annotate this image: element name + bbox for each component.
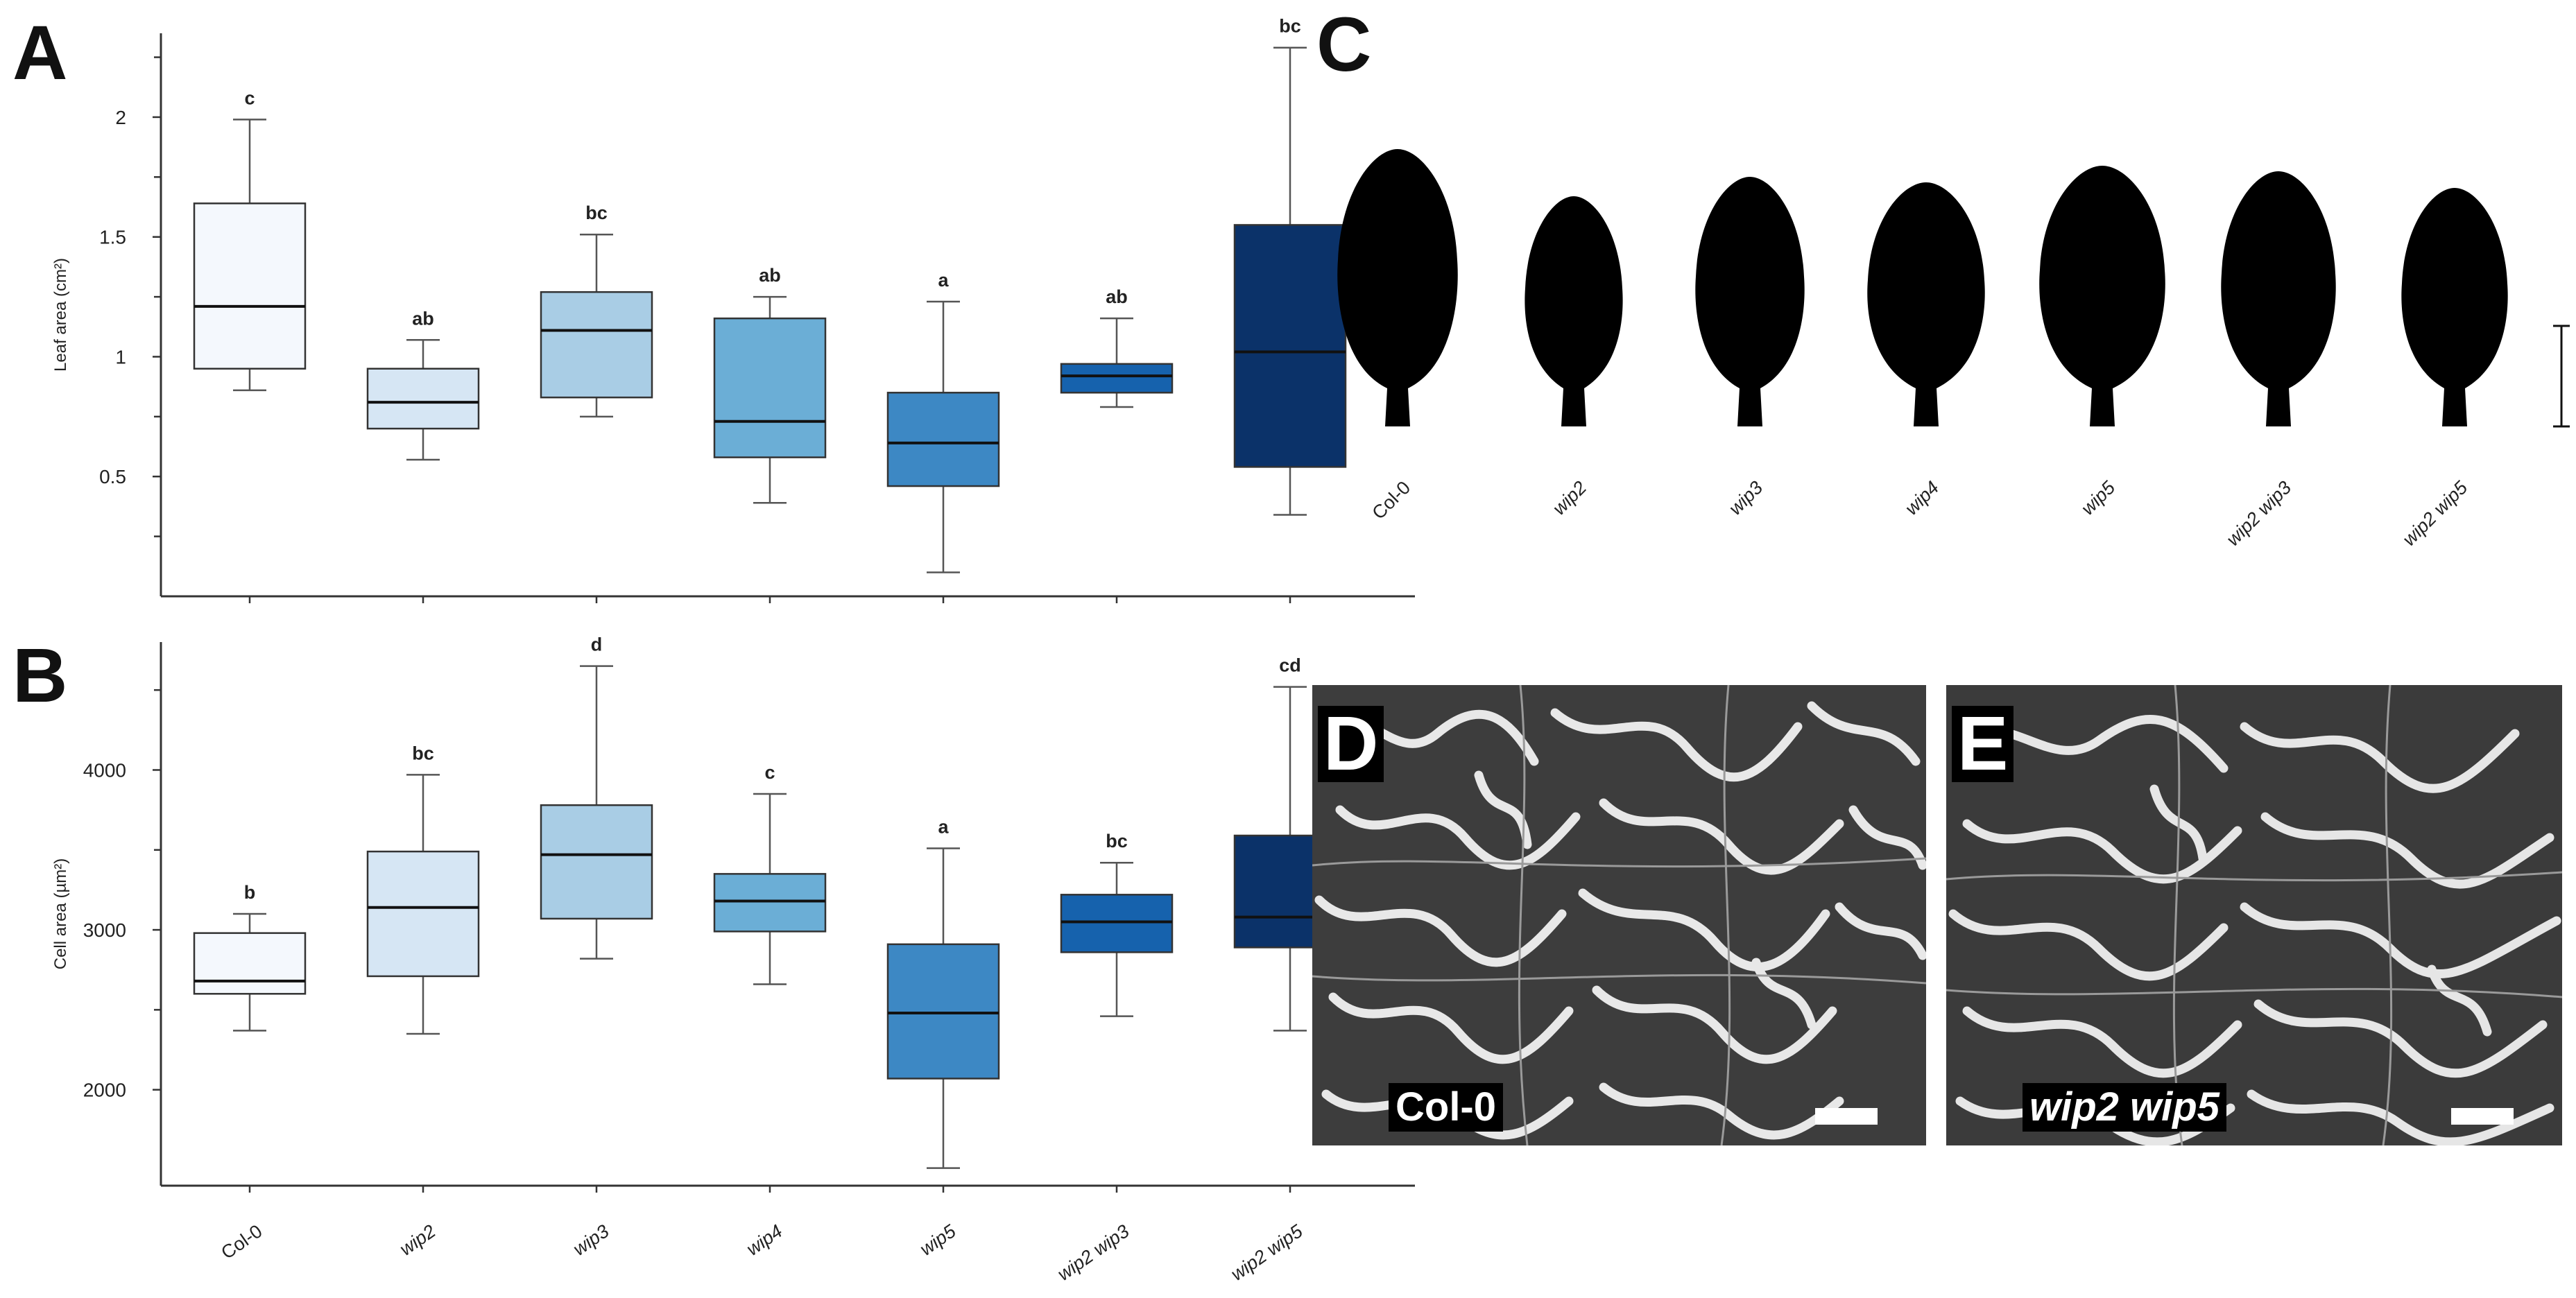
iqr-box xyxy=(713,873,827,933)
iqr-box xyxy=(1233,224,1347,468)
y-axis-title: Leaf area (cm²) xyxy=(51,258,70,372)
leaf-label: wip2 xyxy=(1549,477,1590,519)
y-tick-label: 2000 xyxy=(83,1080,126,1101)
box-Col-0: b xyxy=(193,882,307,1032)
iqr-box xyxy=(1060,363,1174,394)
leaf-scale-bar xyxy=(2553,324,2570,428)
panel-letter-a: A xyxy=(12,10,68,96)
box-wip2-wip3: ab xyxy=(1060,286,1174,408)
x-category-label: wip4 xyxy=(743,1220,787,1259)
leaf-label: wip5 xyxy=(2077,476,2120,519)
y-tick-label: 3000 xyxy=(83,919,126,941)
box-wip2: bc xyxy=(366,743,480,1035)
x-category-label: wip3 xyxy=(569,1220,613,1259)
y-tick-label: 1.5 xyxy=(99,227,126,248)
y-tick-label: 2 xyxy=(115,107,126,128)
leaf-Col-0: Col-0 xyxy=(1337,149,1458,523)
panel-letter-b: B xyxy=(12,633,68,718)
leaf-wip2-wip5: wip2 wip5 xyxy=(2398,188,2508,550)
significance-label: ab xyxy=(1106,286,1128,307)
x-category-label: Col-0 xyxy=(217,1220,266,1263)
leaf-label: Col-0 xyxy=(1368,477,1414,523)
box-Col-0: c xyxy=(193,87,307,392)
chart-b-cell-area: 2000 3000 4000 Cell area (µm²) b Col-0 bc wip2 d… xyxy=(51,634,1415,1285)
significance-label: cd xyxy=(1279,655,1301,676)
box-wip4: c xyxy=(713,762,827,985)
leaf-label: wip4 xyxy=(1901,477,1943,519)
leaf-wip3: wip3 xyxy=(1695,177,1805,519)
iqr-box xyxy=(193,932,307,995)
box-wip5: a xyxy=(886,270,1000,573)
box-wip3: d xyxy=(540,634,653,960)
significance-label: c xyxy=(244,87,255,108)
panel-letter-c: C xyxy=(1316,2,1372,87)
leaf-wip2-wip3: wip2 wip3 xyxy=(2221,171,2336,550)
leaf-silhouette xyxy=(2039,166,2165,426)
iqr-box xyxy=(366,850,480,978)
y-tick-label: 1 xyxy=(115,346,126,367)
x-category-label: wip5 xyxy=(916,1220,961,1260)
leaf-wip5: wip5 xyxy=(2039,166,2165,519)
leaf-silhouette xyxy=(2401,188,2508,426)
leaf-silhouettes: Col-0 wip2 wip3 wip4 wip5 wip2 wip3 wip2 wip5 xyxy=(1337,149,2570,550)
micrograph-d: D Col-0 xyxy=(1312,685,1926,1145)
significance-label: c xyxy=(764,762,775,783)
micrograph-e-caption: wip2 wip5 xyxy=(2023,1083,2226,1132)
leaf-silhouette xyxy=(2221,171,2336,426)
box-wip2-wip5: bc xyxy=(1233,16,1347,516)
leaf-silhouette xyxy=(1867,182,1985,426)
box-wip2: ab xyxy=(366,308,480,461)
significance-label: bc xyxy=(412,743,434,763)
leaf-label: wip3 xyxy=(1725,477,1767,519)
leaf-label: wip2 wip5 xyxy=(2398,476,2472,550)
micrograph-e-letter: E xyxy=(1952,706,2014,782)
iqr-box xyxy=(540,804,653,920)
chart-a-leaf-area: 0.5 1 1.5 2 Leaf area (cm²) c ab bc ab a ab bc xyxy=(51,16,1415,603)
cell-texture-e xyxy=(1946,685,2562,1145)
leaf-silhouette xyxy=(1695,177,1805,426)
y-tick-label: 4000 xyxy=(83,759,126,781)
iqr-box xyxy=(540,291,653,399)
box-wip2-wip3: bc xyxy=(1060,831,1174,1017)
box-wip5: a xyxy=(886,816,1000,1169)
box-wip3: bc xyxy=(540,202,653,418)
micrograph-d-caption: Col-0 xyxy=(1389,1083,1503,1132)
micrograph-e-scale-bar xyxy=(2451,1108,2514,1125)
iqr-box xyxy=(713,317,827,458)
significance-label: b xyxy=(244,882,256,903)
leaf-label: wip2 wip3 xyxy=(2222,477,2295,550)
significance-label: ab xyxy=(759,265,781,286)
iqr-box xyxy=(886,943,1000,1080)
significance-label: bc xyxy=(1106,831,1128,851)
y-tick-label: 0.5 xyxy=(99,466,126,487)
significance-label: a xyxy=(938,270,949,291)
x-category-label: wip2 xyxy=(396,1220,440,1259)
significance-label: a xyxy=(938,816,949,837)
cell-texture-d xyxy=(1312,685,1926,1145)
leaf-silhouette xyxy=(1525,196,1623,426)
y-axis-title: Cell area (µm²) xyxy=(51,858,70,970)
significance-label: bc xyxy=(1279,16,1301,37)
iqr-box xyxy=(1060,894,1174,953)
box-wip4: ab xyxy=(713,265,827,504)
iqr-box xyxy=(366,367,480,430)
micrograph-d-scale-bar xyxy=(1815,1108,1878,1125)
micrograph-d-letter: D xyxy=(1318,706,1384,782)
iqr-box xyxy=(193,202,307,370)
iqr-box xyxy=(886,392,1000,487)
significance-label: ab xyxy=(412,308,434,329)
x-category-label: wip2 wip3 xyxy=(1054,1220,1133,1285)
significance-label: bc xyxy=(585,202,608,223)
micrograph-e: E wip2 wip5 xyxy=(1946,685,2562,1145)
x-category-label: wip2 wip5 xyxy=(1227,1220,1307,1285)
leaf-wip2: wip2 xyxy=(1525,196,1623,519)
leaf-silhouette xyxy=(1337,149,1458,426)
leaf-wip4: wip4 xyxy=(1867,182,1985,519)
significance-label: d xyxy=(591,634,603,655)
